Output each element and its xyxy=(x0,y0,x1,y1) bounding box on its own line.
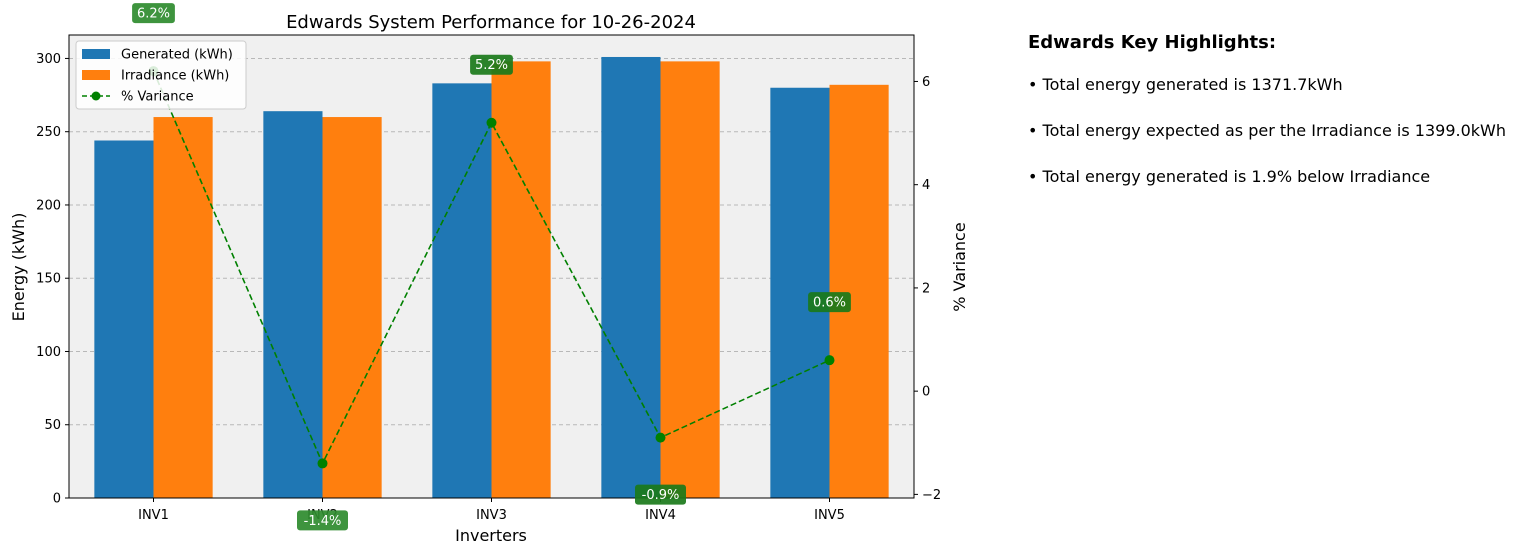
irradiance-bar xyxy=(153,117,213,499)
y-tick-label: 250 xyxy=(36,125,61,140)
legend-label: Irradiance (kWh) xyxy=(121,69,229,84)
variance-line-path xyxy=(152,70,830,466)
bars xyxy=(94,56,889,499)
variance-label-box xyxy=(297,510,348,531)
variance-label-box xyxy=(635,484,686,505)
chart-title: Edwards System Performance for 10-26-202… xyxy=(286,12,696,33)
x-tick-label: INV1 xyxy=(138,508,169,523)
legend: Generated (kWh) Irradiance (kWh) % Varianc… xyxy=(75,40,247,110)
highlight-item: • Total energy generated is 1371.7kWh xyxy=(1028,75,1343,94)
variance-point xyxy=(655,432,666,443)
y-tick-label: 300 xyxy=(36,52,61,67)
variance-label: 5.2% xyxy=(475,58,508,73)
generated-bar xyxy=(601,56,661,499)
generated-bar xyxy=(94,140,154,499)
variance-label: 0.6% xyxy=(813,296,846,311)
variance-labels: 6.2% -1.4% 5.2% -0.9% 0.6% xyxy=(132,3,851,531)
highlight-item: • Total energy generated is 1.9% below I… xyxy=(1028,167,1431,186)
irradiance-bar xyxy=(829,84,889,498)
highlight-item: • Total energy expected as per the Irrad… xyxy=(1028,121,1506,140)
y-axis-label: Energy (kWh) xyxy=(9,213,28,322)
x-tick-label: INV3 xyxy=(476,508,507,523)
variance-label: -1.4% xyxy=(304,514,342,529)
highlights-title: Edwards Key Highlights: xyxy=(1028,32,1277,53)
variance-point xyxy=(824,355,835,366)
irradiance-bar xyxy=(491,61,551,499)
y2-tick-label: 6 xyxy=(922,75,930,90)
legend-box xyxy=(75,40,247,110)
generated-bar xyxy=(263,111,323,498)
y2-tick-label: 0 xyxy=(922,385,930,400)
legend-swatch xyxy=(82,49,110,59)
variance-label: 6.2% xyxy=(137,7,170,22)
y-tick-label: 50 xyxy=(44,418,61,433)
y2-tick-label: 2 xyxy=(922,281,930,296)
variance-point xyxy=(317,458,328,469)
y-tick-label: 100 xyxy=(36,345,61,360)
variance-point xyxy=(486,117,497,128)
x-tick-label: INV5 xyxy=(814,508,845,523)
y-tick-label: 0 xyxy=(53,492,61,507)
variance-label-box xyxy=(808,292,851,313)
y-tick-label: 150 xyxy=(36,272,61,287)
generated-bar xyxy=(432,83,492,499)
x-axis-label: Inverters xyxy=(455,526,527,545)
y2-tick-label: −2 xyxy=(922,488,941,503)
irradiance-bar xyxy=(660,61,720,499)
legend-label: Generated (kWh) xyxy=(121,48,233,63)
x-tick-label: INV4 xyxy=(645,508,676,523)
variance-label-box xyxy=(470,54,513,75)
y2-axis-label: % Variance xyxy=(950,222,969,311)
irradiance-bar xyxy=(322,117,382,499)
legend-swatch xyxy=(82,70,110,80)
highlights-panel: Edwards Key Highlights: • Total energy g… xyxy=(1028,32,1528,213)
legend-label: % Variance xyxy=(121,90,194,105)
y2-tick-label: 4 xyxy=(922,178,930,193)
y-tick-label: 200 xyxy=(36,198,61,213)
legend-marker xyxy=(91,91,101,101)
variance-label-box xyxy=(132,3,175,24)
variance-label: -0.9% xyxy=(642,488,680,503)
performance-chart: 050100150200250300−20246INV1INV2INV3INV4… xyxy=(9,3,969,545)
